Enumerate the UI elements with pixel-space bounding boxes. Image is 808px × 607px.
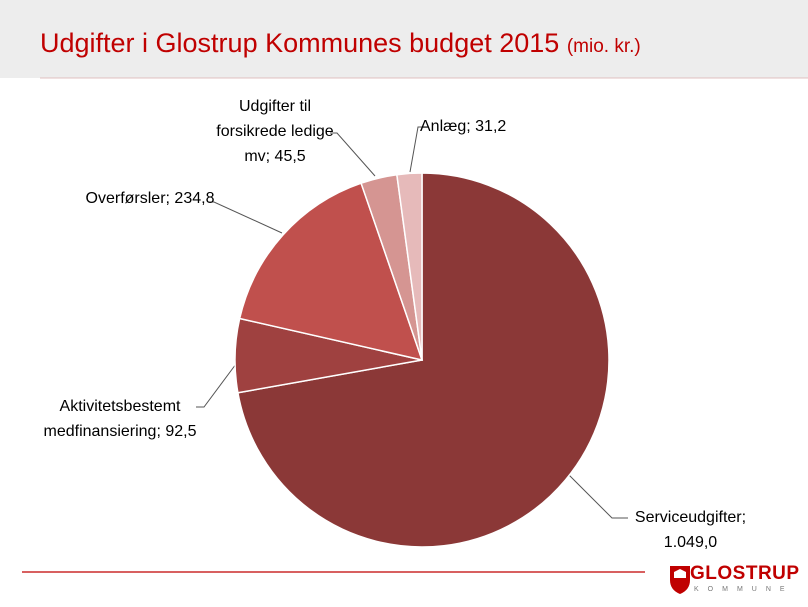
label-separator: ; [165, 190, 170, 207]
label-separator: ; [466, 118, 471, 135]
pie-slice [396, 172, 423, 361]
data-label: Serviceudgifter; 1.049,0 [628, 505, 753, 555]
header-band [0, 0, 808, 78]
label-separator: ; [741, 509, 747, 526]
data-label: Overførsler; 234,8 [82, 186, 218, 211]
leader-line [330, 132, 376, 177]
value-label: 31,2 [475, 118, 507, 135]
logo-shield [670, 566, 690, 594]
leader-line [567, 473, 628, 519]
leader-line [409, 126, 424, 173]
value-label: 1.049,0 [663, 534, 718, 551]
value-label: 92,5 [165, 423, 197, 440]
category-label: Anlæg [420, 118, 467, 135]
data-label: Aktivitetsbestemt medfinansiering; 92,5 [40, 394, 200, 444]
pie-slice [238, 182, 424, 362]
label-separator: ; [265, 148, 271, 165]
data-label: Udgifter til forsikrede ledige mv; 45,5 [208, 94, 342, 169]
category-label: Serviceudgifter [634, 509, 742, 526]
value-label: 234,8 [174, 190, 215, 207]
chart-title: Udgifter i Glostrup Kommunes budget 2015… [40, 28, 641, 59]
logo-subtitle: KOMMUNE [694, 586, 794, 593]
label-separator: ; [156, 423, 161, 440]
category-label: Aktivitetsbestemt medfinansiering [43, 398, 181, 440]
pie-slice [237, 172, 610, 548]
title-text: Udgifter i Glostrup Kommunes budget 2015 [40, 28, 560, 58]
logo: GLOSTRUP KOMMUNE [660, 563, 805, 603]
data-label: Anlæg; 31,2 [420, 114, 560, 139]
value-label: 45,5 [274, 148, 306, 165]
logo-name: GLOSTRUP [690, 563, 800, 584]
leader-line [208, 201, 283, 234]
leader-line [196, 363, 237, 408]
category-label: Udgifter til forsikrede ledige mv [216, 98, 334, 165]
category-label: Overførsler [85, 190, 166, 207]
subtitle: (mio. kr.) [566, 36, 641, 57]
